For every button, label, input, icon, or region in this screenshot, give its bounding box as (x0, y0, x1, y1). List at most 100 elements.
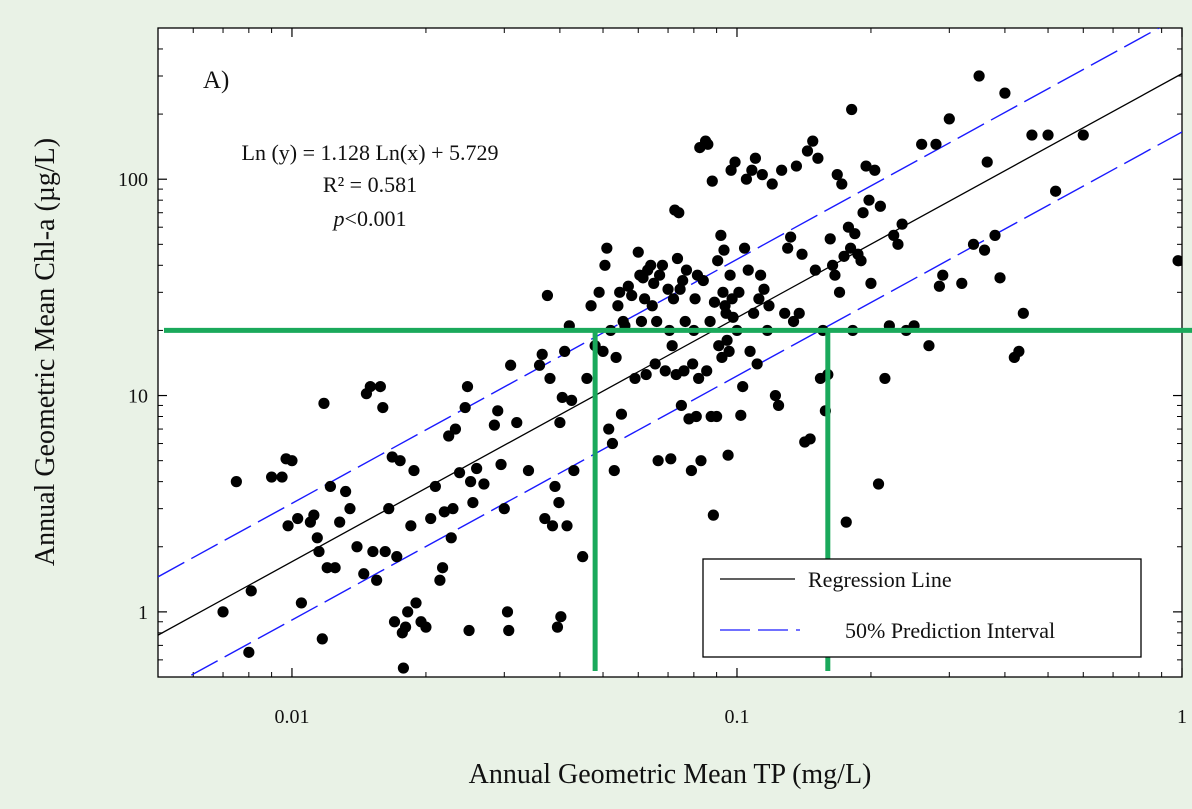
data-point (967, 238, 980, 250)
data-point (292, 512, 304, 525)
data-point (804, 433, 816, 445)
data-point (857, 207, 869, 219)
data-point (1017, 307, 1029, 319)
data-point (597, 345, 609, 357)
data-point (453, 467, 466, 479)
data-point (937, 269, 949, 281)
x-axis-label: Annual Geometric Mean TP (mg/L) (469, 759, 872, 790)
legend: Regression Line 50% Prediction Interval (702, 558, 1142, 658)
data-point (626, 289, 638, 302)
data-point (429, 480, 441, 493)
legend-box (702, 558, 1142, 658)
data-point (478, 478, 490, 490)
data-point (546, 520, 559, 532)
data-point (461, 380, 474, 393)
data-point (351, 541, 363, 553)
data-point (391, 551, 403, 563)
data-point (836, 178, 848, 190)
data-point (511, 416, 523, 429)
data-point (690, 410, 702, 423)
data-point (793, 307, 805, 319)
data-point (718, 244, 730, 256)
data-point (711, 410, 723, 423)
x-tick-label: 1 (1177, 706, 1187, 728)
regression-equation: Ln (y) = 1.128 Ln(x) + 5.729 (242, 140, 499, 165)
p-value-annotation: p<0.001 (332, 206, 407, 231)
data-point (635, 315, 648, 328)
data-point (399, 621, 412, 633)
data-point (463, 624, 475, 637)
y-tick-label: 1 (138, 602, 148, 624)
data-point (869, 164, 881, 176)
data-point (1026, 129, 1038, 141)
data-point (561, 520, 573, 532)
data-point (675, 399, 687, 412)
data-point (796, 248, 808, 260)
legend-label-prediction-interval: 50% Prediction Interval (845, 618, 1055, 643)
data-point (405, 520, 417, 532)
data-point (425, 512, 437, 525)
data-point (318, 397, 330, 409)
data-point (712, 255, 724, 267)
data-point (316, 633, 328, 645)
data-point (371, 574, 383, 586)
data-point (640, 368, 652, 381)
data-point (652, 455, 664, 467)
data-point (638, 293, 651, 305)
p-value-symbol: p (332, 206, 345, 231)
data-point (678, 365, 690, 377)
data-point (610, 351, 622, 364)
data-point (892, 238, 904, 250)
data-point (488, 419, 500, 431)
data-point (746, 164, 758, 176)
data-point (665, 453, 677, 465)
data-point (653, 269, 666, 281)
data-point (860, 160, 872, 172)
data-point (276, 471, 288, 483)
data-point (667, 293, 680, 305)
data-point (865, 277, 877, 289)
data-point (930, 138, 942, 150)
data-point (723, 345, 735, 357)
data-point (659, 365, 671, 377)
data-point (566, 394, 578, 406)
data-point (551, 621, 564, 633)
data-point (812, 152, 824, 164)
data-point (1013, 345, 1025, 357)
data-point (536, 348, 548, 360)
data-point (874, 200, 886, 212)
data-point (722, 449, 734, 461)
data-point (266, 471, 278, 483)
data-point (505, 359, 517, 371)
data-point (933, 280, 945, 292)
data-point (824, 233, 836, 245)
data-point (740, 173, 753, 185)
data-point (735, 409, 747, 421)
data-point (498, 503, 510, 515)
data-point (449, 423, 462, 435)
data-point (766, 178, 778, 190)
data-point (758, 283, 770, 295)
data-point (666, 340, 678, 352)
data-point (715, 229, 727, 241)
data-point (608, 464, 620, 477)
data-point (495, 458, 507, 471)
data-point (364, 380, 376, 393)
data-point (729, 156, 741, 168)
regression-line (158, 73, 1182, 636)
data-point (769, 389, 782, 402)
data-point (632, 246, 644, 258)
data-point (374, 380, 386, 393)
data-point (755, 269, 767, 281)
data-point (807, 135, 819, 147)
data-point (367, 545, 379, 558)
data-point (559, 345, 571, 357)
data-point (614, 286, 626, 298)
data-point (693, 372, 705, 385)
data-point (872, 478, 885, 490)
data-point (420, 621, 432, 633)
data-point (593, 286, 605, 298)
data-point (388, 616, 401, 628)
data-point (748, 307, 760, 319)
